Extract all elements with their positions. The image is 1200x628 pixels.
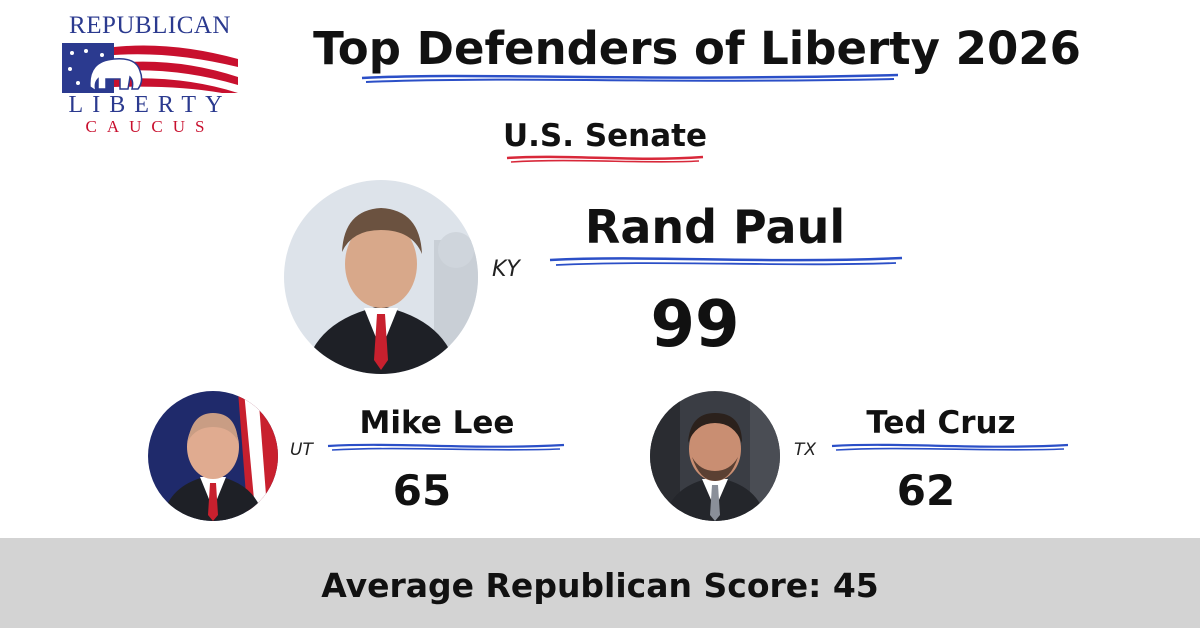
featured-senator-state: KY xyxy=(492,257,520,282)
senator-photo-cruz xyxy=(650,391,780,521)
flag-elephant-icon xyxy=(62,43,238,93)
logo-text-caucus: CAUCUS xyxy=(85,117,215,136)
footer-bar: Average Republican Score: 45 xyxy=(0,538,1200,628)
lee-name-underline-scribble xyxy=(327,443,565,451)
senator-score-lee: 65 xyxy=(392,466,452,515)
title-underline-scribble xyxy=(361,73,899,83)
caucus-logo: REPUBLICAN LIBERTY CAUCUS xyxy=(58,12,242,140)
senator-state-cruz: TX xyxy=(794,440,817,460)
featured-name-underline-scribble xyxy=(549,256,903,266)
senator-name-lee: Mike Lee xyxy=(359,405,515,441)
cruz-name-underline-scribble xyxy=(831,443,1069,451)
featured-senator-name: Rand Paul xyxy=(584,200,846,254)
senator-name-cruz: Ted Cruz xyxy=(866,405,1016,441)
average-score-text: Average Republican Score: 45 xyxy=(321,566,879,605)
chamber-label: U.S. Senate xyxy=(502,118,708,154)
logo-text-liberty: LIBERTY xyxy=(68,92,232,118)
logo-text-republican: REPUBLICAN xyxy=(69,12,231,39)
featured-senator-photo xyxy=(284,180,478,374)
senator-score-cruz: 62 xyxy=(896,466,956,515)
subtitle-underline-scribble xyxy=(506,155,704,163)
senator-photo-lee xyxy=(148,391,278,521)
page-title: Top Defenders of Liberty 2026 xyxy=(313,22,1081,75)
senator-state-lee: UT xyxy=(290,440,313,460)
featured-senator-score: 99 xyxy=(650,288,740,362)
